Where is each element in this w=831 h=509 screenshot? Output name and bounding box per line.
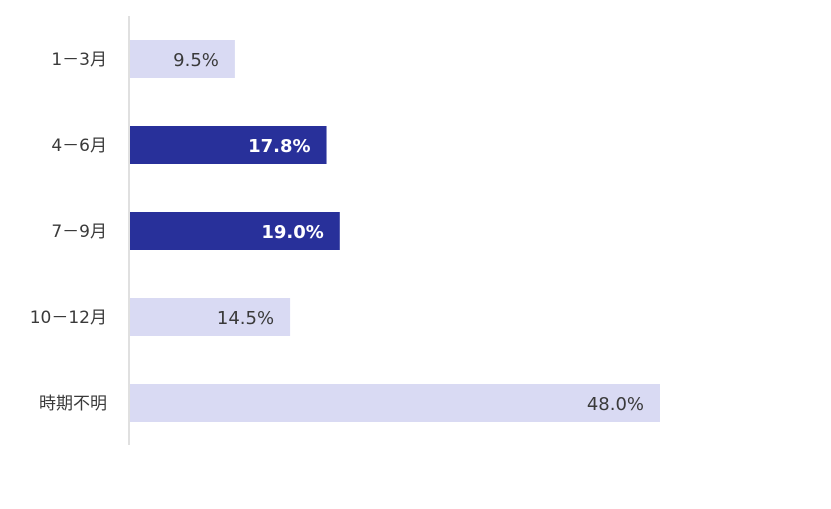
value-label-1: 17.8% xyxy=(248,136,310,157)
bar-4 xyxy=(130,384,660,422)
category-label-1: 4－6月 xyxy=(51,136,107,156)
category-label-3: 10－12月 xyxy=(30,308,107,328)
bars-layer xyxy=(130,40,660,422)
category-label-0: 1－3月 xyxy=(51,50,107,70)
value-label-4: 48.0% xyxy=(587,394,644,415)
bar-3 xyxy=(130,298,291,336)
bar-2 xyxy=(130,212,340,250)
bar-0 xyxy=(130,40,235,78)
bar-1 xyxy=(130,126,327,164)
category-label-2: 7－9月 xyxy=(51,222,107,242)
labels-layer: 1－3月 9.5% 4－6月 17.8% 7－9月 19.0% 10－12月 14.5% 時期不… xyxy=(30,50,644,415)
value-label-2: 19.0% xyxy=(261,222,323,243)
value-label-0: 9.5% xyxy=(173,50,219,71)
value-label-3: 14.5% xyxy=(217,308,274,329)
category-label-4: 時期不明 xyxy=(39,394,107,414)
